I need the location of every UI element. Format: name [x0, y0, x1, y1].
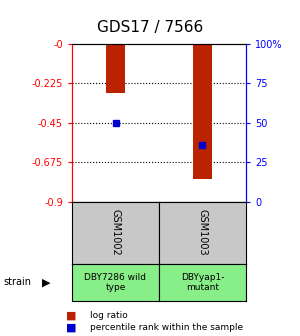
Bar: [106, 44, 125, 93]
Text: percentile rank within the sample: percentile rank within the sample: [90, 323, 243, 332]
Text: GSM1003: GSM1003: [197, 209, 208, 256]
Text: DBYyap1-
mutant: DBYyap1- mutant: [181, 272, 224, 292]
Text: ■: ■: [66, 310, 76, 320]
Bar: [193, 44, 212, 179]
Text: ▶: ▶: [42, 277, 51, 287]
Text: log ratio: log ratio: [90, 311, 128, 320]
Text: ■: ■: [66, 323, 76, 333]
Text: GDS17 / 7566: GDS17 / 7566: [97, 20, 203, 35]
Text: DBY7286 wild
type: DBY7286 wild type: [85, 272, 146, 292]
Text: GSM1002: GSM1002: [110, 209, 121, 256]
Text: strain: strain: [3, 277, 31, 287]
